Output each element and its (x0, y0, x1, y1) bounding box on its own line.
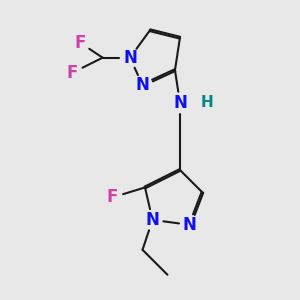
Text: N: N (183, 216, 197, 234)
Text: F: F (107, 188, 118, 206)
Text: N: N (146, 211, 159, 229)
Text: H: H (201, 95, 214, 110)
Text: F: F (67, 64, 78, 82)
Text: F: F (74, 34, 86, 52)
Text: N: N (173, 94, 187, 112)
Text: N: N (136, 76, 149, 94)
Text: N: N (123, 49, 137, 67)
